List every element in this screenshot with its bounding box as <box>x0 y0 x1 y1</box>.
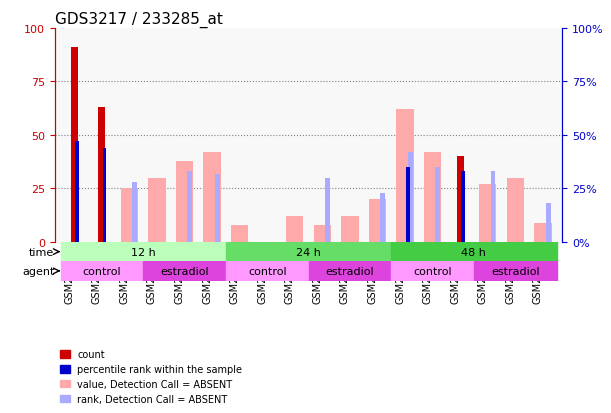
Bar <box>133 183 137 242</box>
Text: 24 h: 24 h <box>296 247 321 257</box>
Bar <box>436 168 441 242</box>
Bar <box>381 193 385 242</box>
Bar <box>391 242 557 261</box>
Bar <box>215 174 220 242</box>
Bar <box>474 261 557 281</box>
Text: estradiol: estradiol <box>326 266 374 276</box>
Bar <box>491 172 496 242</box>
Bar <box>286 217 304 242</box>
Bar <box>507 178 524 242</box>
Bar <box>98 108 105 242</box>
Bar <box>313 225 331 242</box>
Bar <box>309 261 391 281</box>
Bar <box>188 172 192 242</box>
Text: estradiol: estradiol <box>491 266 540 276</box>
Bar <box>424 153 441 242</box>
Bar <box>76 142 79 242</box>
Text: time: time <box>29 247 54 257</box>
Bar <box>226 261 309 281</box>
Bar <box>397 110 414 242</box>
Legend: count, percentile rank within the sample, value, Detection Call = ABSENT, rank, : count, percentile rank within the sample… <box>60 349 243 404</box>
Text: GDS3217 / 233285_at: GDS3217 / 233285_at <box>55 12 223 28</box>
Bar <box>406 168 409 242</box>
Text: control: control <box>413 266 452 276</box>
Bar <box>71 48 78 242</box>
Text: 12 h: 12 h <box>131 247 156 257</box>
Bar <box>176 161 193 242</box>
Bar <box>479 185 496 242</box>
Bar <box>408 153 413 242</box>
Bar <box>391 261 474 281</box>
Bar <box>148 178 166 242</box>
Bar <box>546 204 551 242</box>
Bar <box>461 172 465 242</box>
Bar <box>143 261 226 281</box>
Bar <box>60 242 226 261</box>
Bar <box>341 217 359 242</box>
Text: agent: agent <box>22 266 54 276</box>
Text: control: control <box>82 266 121 276</box>
Bar <box>325 178 330 242</box>
Bar <box>121 189 138 242</box>
Bar <box>457 157 464 242</box>
Text: 48 h: 48 h <box>461 247 486 257</box>
Bar <box>226 242 391 261</box>
Bar <box>203 153 221 242</box>
Bar <box>231 225 248 242</box>
Text: estradiol: estradiol <box>160 266 209 276</box>
Bar <box>60 261 143 281</box>
Bar <box>534 223 552 242</box>
Bar <box>369 200 386 242</box>
Bar <box>103 148 106 242</box>
Text: control: control <box>248 266 287 276</box>
